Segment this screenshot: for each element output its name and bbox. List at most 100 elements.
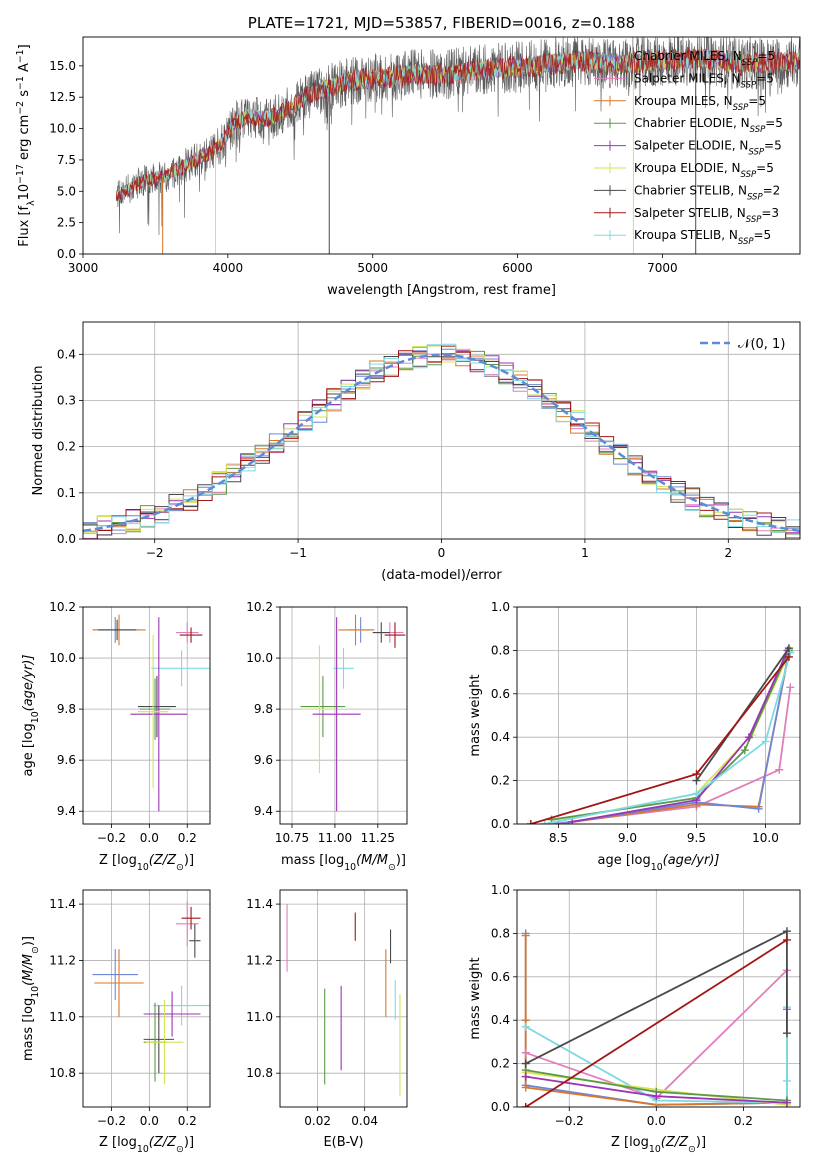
legend-label-tail: =3	[761, 206, 779, 220]
legend-label: Kroupa STELIB, NSSP=5	[634, 228, 771, 247]
series-marker	[761, 737, 770, 746]
x-axis-label-part: (Z/Z	[661, 1135, 689, 1150]
y-tick-label: 0.1	[57, 486, 76, 500]
data-point	[137, 635, 169, 789]
legend-label-main: Chabrier MILES, N	[634, 49, 742, 63]
mass-weight-vs-Z-frame	[516, 889, 801, 1108]
series-line	[530, 656, 790, 824]
spectrum-lines	[115, 37, 800, 254]
y-tick-label: 9.8	[254, 702, 273, 716]
legend-label-main: Kroupa STELIB, N	[634, 228, 738, 242]
legend-label-sub: SSP	[748, 148, 764, 158]
series-marker	[784, 644, 793, 653]
data-point	[130, 617, 188, 812]
x-axis-label-part: 10	[137, 1144, 149, 1155]
age-vs-Z-points	[92, 614, 210, 812]
series-marker	[740, 746, 749, 755]
x-tick-label: 7000	[647, 261, 678, 275]
series-marker	[782, 1098, 791, 1107]
series-marker	[786, 683, 795, 692]
y-tick-label: 0.8	[491, 643, 510, 657]
y-tick-label: 9.6	[254, 753, 273, 767]
y-tick-label: 9.4	[57, 804, 76, 818]
series-marker	[782, 935, 791, 944]
y-axis-label: Flux [fλ10−17 erg cm−2 s−1 A−1]	[15, 44, 37, 246]
x-axis-label-part: ⊙	[176, 1144, 184, 1155]
mass-vs-ebv-frame	[279, 889, 408, 1108]
age-vs-Z-axes: −0.2 0.0 0.2 9.4 9.6 9.8 10.0 10.2	[49, 600, 210, 845]
spectrum-series-7	[115, 46, 800, 202]
x-axis-label-part: 10	[651, 862, 663, 873]
mass-vs-Z-axes: −0.2 0.0 0.2 10.8 11.0 11.2 11.4	[49, 890, 210, 1128]
y-tick-label: 0.6	[491, 687, 510, 701]
mass-vs-ebv-axes: 0.02 0.04 10.8 11.0 11.2 11.4	[246, 890, 407, 1128]
x-tick-label: 3000	[68, 261, 99, 275]
x-axis-label-part: )]	[396, 853, 406, 868]
data-point	[189, 923, 201, 958]
y-tick-label: 1.0	[491, 883, 510, 897]
spectrum-frame	[82, 36, 801, 255]
series-marker	[692, 770, 701, 779]
y-axis-label-part: −2	[15, 101, 26, 115]
legend-label-main: Kroupa ELODIE, N	[634, 161, 741, 175]
y-axis-label-part: )]	[21, 936, 36, 946]
x-axis-label-part: )]	[184, 853, 194, 868]
data-point	[175, 622, 199, 643]
histogram-series-8	[83, 343, 800, 534]
y-axis-label-part: 10	[30, 711, 41, 723]
legend-label-sub: SSP	[738, 237, 754, 247]
x-tick-label: −0.2	[555, 1114, 584, 1128]
data-point	[372, 622, 390, 643]
y-tick-label: 1.0	[491, 600, 510, 614]
x-axis-label: Z [log10(Z/Z⊙)]	[611, 1135, 706, 1155]
x-axis-label: wavelength [Angstrom, rest frame]	[327, 283, 556, 298]
x-tick-label: −0.2	[97, 1114, 126, 1128]
y-tick-label: 10.2	[246, 600, 273, 614]
y-tick-label: 9.6	[57, 753, 76, 767]
legend-label-tail: =2	[763, 183, 781, 197]
x-axis-label: age [log10(age/yr)]	[598, 853, 720, 873]
x-tick-label: 1	[581, 546, 589, 560]
x-tick-label: 11.25	[361, 831, 395, 845]
x-axis-label-part: mass [log	[281, 853, 344, 868]
x-axis-label: Z [log10(Z/Z⊙)]	[99, 853, 194, 873]
data-point	[143, 991, 201, 1037]
x-tick-label: 0.2	[178, 831, 197, 845]
x-axis-label-part: (Z/Z	[149, 853, 177, 868]
y-axis-label: age [log10(age/yr)]	[21, 655, 41, 777]
series-line	[544, 652, 792, 824]
series-marker	[521, 1103, 530, 1107]
y-axis-label: Normed distribution	[31, 366, 46, 496]
y-axis-label-part: A	[17, 63, 32, 76]
series-marker	[521, 1072, 530, 1081]
y-axis-label: mass weight	[468, 957, 483, 1039]
x-tick-label: 9.5	[687, 831, 706, 845]
legend-label: Salpeter ELODIE, NSSP=5	[634, 139, 782, 158]
series-marker	[540, 820, 549, 824]
series-marker	[782, 1076, 791, 1085]
x-tick-label: 0	[438, 546, 446, 560]
y-tick-label: 9.8	[57, 702, 76, 716]
legend-label-tail: =5	[748, 94, 766, 108]
y-tick-label: 0.6	[491, 970, 510, 984]
legend-label: Chabrier MILES, NSSP=5	[634, 49, 775, 68]
y-tick-label: 0.3	[57, 393, 76, 407]
y-axis-label-part: (M/M	[21, 954, 36, 986]
y-tick-label: 0.0	[491, 817, 510, 831]
y-axis-label-part: (age/yr)]	[21, 655, 36, 712]
y-tick-label: 10.0	[49, 651, 76, 665]
x-tick-label: 5000	[357, 261, 388, 275]
legend-label-tail: =5	[756, 71, 774, 85]
data-point	[338, 614, 373, 646]
data-point	[181, 906, 201, 930]
mass-weight-vs-Z-series	[521, 927, 791, 1107]
legend-label: 𝒩(0, 1)	[738, 337, 785, 352]
legend-label-tail: =5	[764, 139, 782, 153]
y-tick-label: 0.2	[491, 1057, 510, 1071]
series-marker	[521, 1083, 530, 1092]
age-vs-mass-frame	[279, 606, 408, 825]
y-tick-label: 0.4	[491, 730, 510, 744]
data-point	[300, 675, 346, 738]
y-tick-label: 5.0	[57, 184, 76, 198]
